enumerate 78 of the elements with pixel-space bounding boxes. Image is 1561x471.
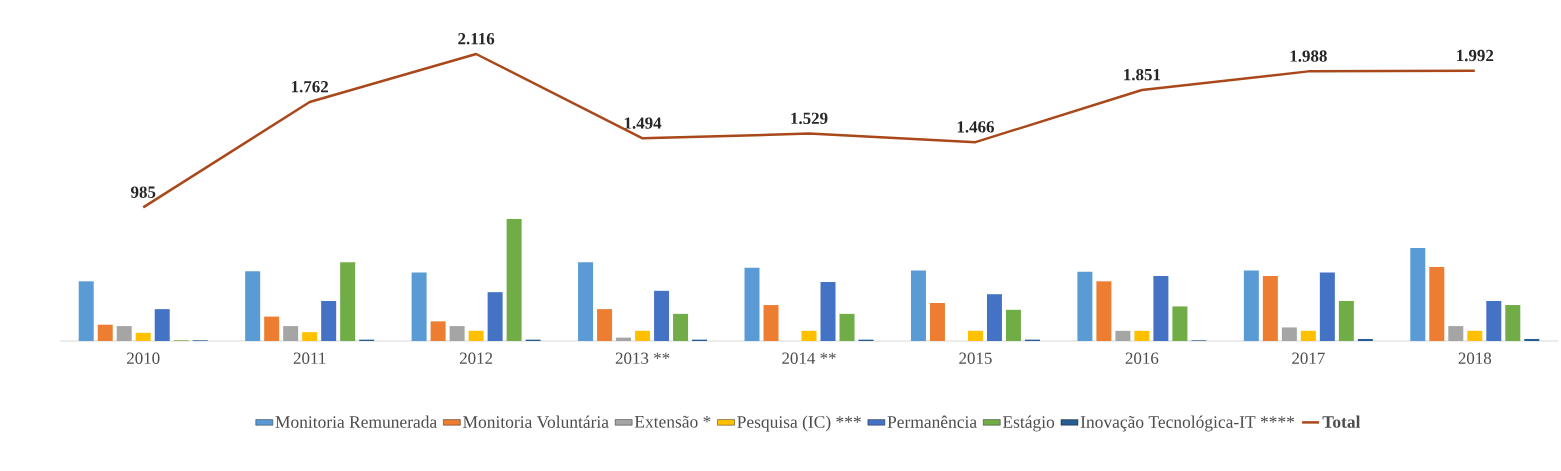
x-tick-label: 2011: [293, 352, 326, 364]
bar: [487, 292, 503, 341]
bar: [506, 218, 522, 341]
data-label: 1.529: [791, 112, 828, 125]
bar: [763, 305, 779, 341]
bar: [1300, 330, 1316, 341]
legend-label: Monitoria Remunerada: [275, 415, 437, 428]
legend-label: Permanência: [887, 415, 977, 428]
bar: [468, 330, 484, 341]
bar: [967, 330, 983, 341]
bar: [321, 300, 337, 341]
bar: [245, 271, 261, 341]
x-tick-label: 2010: [127, 352, 160, 364]
bar: [78, 281, 94, 341]
bar: [1448, 326, 1464, 341]
legend-label: Monitoria Voluntária: [463, 415, 609, 428]
bar: [1134, 330, 1150, 341]
bar: [578, 262, 594, 341]
data-label: 1.762: [291, 81, 328, 93]
bar: [1153, 275, 1169, 341]
bar: [116, 326, 132, 341]
legend-label: Total: [1322, 415, 1361, 428]
data-label: 1.992: [1457, 49, 1494, 62]
bar: [1005, 309, 1021, 341]
legend-label: Inovação Tecnológica-IT ****: [1080, 415, 1295, 432]
bar: [264, 316, 280, 341]
x-tick-label: 2012: [459, 352, 493, 364]
bar: [839, 313, 855, 341]
data-label: 1.466: [957, 121, 995, 133]
bar: [1115, 330, 1131, 341]
legend-label: Extensão *: [634, 415, 711, 428]
bar: [1486, 300, 1502, 341]
bar: [744, 267, 760, 341]
bar: [449, 326, 465, 341]
x-tick-label: 2018: [1458, 352, 1492, 364]
bar: [801, 330, 817, 341]
bar: [986, 294, 1002, 341]
x-tick-label: 2015: [959, 352, 992, 364]
bar: [1524, 338, 1540, 341]
data-label: 2.116: [458, 33, 495, 45]
bar: [1262, 275, 1278, 341]
legend-label: Pesquisa (IC) ***: [737, 415, 861, 432]
data-label: 985: [130, 186, 156, 198]
bar: [1096, 281, 1112, 341]
bar: [635, 330, 651, 341]
bar: [820, 282, 836, 341]
x-tick-label: 2017: [1292, 352, 1325, 364]
bar: [1467, 330, 1483, 341]
bar: [1429, 267, 1445, 341]
x-tick-label: 2016: [1125, 352, 1159, 364]
bar: [910, 270, 926, 341]
data-label: 1.494: [624, 117, 662, 129]
bar: [1281, 327, 1297, 341]
x-tick-label: 2014 **: [782, 352, 836, 364]
bar: [302, 332, 318, 341]
bar: [673, 313, 689, 341]
bar: [1077, 271, 1093, 341]
legend-label: Estágio: [1002, 415, 1055, 432]
bar: [929, 303, 945, 341]
bar: [1319, 272, 1335, 341]
bar: [135, 332, 151, 341]
data-label: 1.851: [1124, 68, 1161, 81]
bar: [1243, 270, 1259, 341]
bar: [1338, 300, 1354, 341]
bar: [597, 309, 613, 341]
bar: [654, 290, 670, 341]
bar: [411, 272, 427, 341]
x-tick-label: 2013 **: [615, 352, 670, 364]
bar: [154, 309, 170, 341]
bar: [283, 326, 299, 341]
bar: [1505, 305, 1521, 341]
bar: [97, 324, 113, 341]
bar: [430, 321, 446, 341]
bar: [1357, 338, 1373, 341]
bar: [1410, 248, 1426, 341]
bar: [340, 262, 356, 341]
data-label: 1.988: [1290, 50, 1327, 62]
bar: [1172, 306, 1188, 341]
